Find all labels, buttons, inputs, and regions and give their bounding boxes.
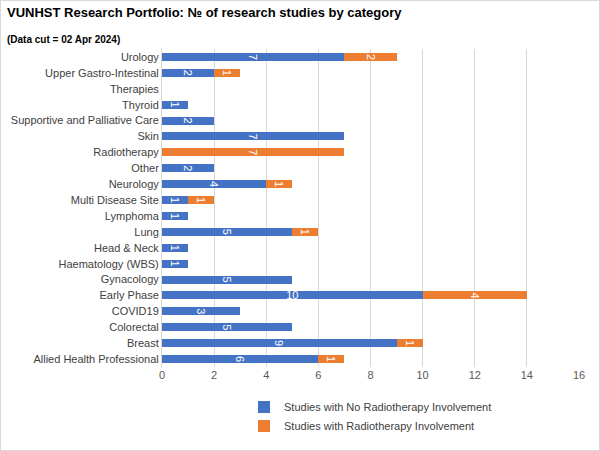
svg-text:7: 7 [247, 54, 259, 60]
svg-text:5: 5 [221, 324, 233, 330]
svg-text:6: 6 [315, 369, 321, 381]
svg-text:10: 10 [286, 289, 298, 301]
svg-text:1: 1 [169, 102, 181, 108]
svg-text:4: 4 [263, 369, 269, 381]
svg-text:2: 2 [182, 117, 194, 123]
svg-text:Studies with Radiotherapy Invo: Studies with Radiotherapy Involvement [284, 420, 474, 432]
svg-text:1: 1 [169, 245, 181, 251]
svg-text:1: 1 [273, 181, 285, 187]
svg-text:1: 1 [195, 197, 207, 203]
svg-text:7: 7 [247, 149, 259, 155]
svg-text:Head & Neck: Head & Neck [94, 242, 159, 254]
svg-text:Thyroid: Thyroid [122, 99, 159, 111]
svg-text:5: 5 [221, 276, 233, 282]
svg-text:14: 14 [521, 369, 533, 381]
svg-text:10: 10 [417, 369, 429, 381]
svg-text:Other: Other [131, 162, 159, 174]
svg-text:Allied Health Professional: Allied Health Professional [33, 353, 158, 365]
svg-text:7: 7 [247, 133, 259, 139]
svg-text:Lung: Lung [134, 226, 158, 238]
svg-text:Breast: Breast [127, 337, 159, 349]
svg-text:Neurology: Neurology [109, 178, 160, 190]
svg-text:(Data cut = 02 Apr 2024): (Data cut = 02 Apr 2024) [7, 34, 120, 45]
svg-text:VUNHST Research Portfolio: № o: VUNHST Research Portfolio: № of research… [7, 5, 402, 20]
svg-text:2: 2 [211, 369, 217, 381]
svg-text:Urology: Urology [121, 51, 159, 63]
svg-text:6: 6 [234, 356, 246, 362]
svg-text:Skin: Skin [137, 130, 158, 142]
svg-text:Haematology (WBS): Haematology (WBS) [59, 258, 159, 270]
svg-text:16: 16 [573, 369, 585, 381]
svg-text:COVID19: COVID19 [112, 305, 159, 317]
svg-text:1: 1 [221, 70, 233, 76]
svg-text:0: 0 [159, 369, 165, 381]
svg-text:12: 12 [469, 369, 481, 381]
svg-text:Radiotherapy: Radiotherapy [93, 146, 159, 158]
svg-text:1: 1 [299, 229, 311, 235]
svg-text:1: 1 [404, 340, 416, 346]
svg-text:1: 1 [169, 261, 181, 267]
svg-text:2: 2 [365, 54, 377, 60]
svg-text:Multi Disease Site: Multi Disease Site [71, 194, 159, 206]
svg-text:Therapies: Therapies [110, 83, 159, 95]
svg-text:Upper Gastro-Intestinal: Upper Gastro-Intestinal [45, 67, 159, 79]
svg-text:Early Phase: Early Phase [99, 289, 158, 301]
svg-text:Lymphoma: Lymphoma [105, 210, 160, 222]
svg-text:5: 5 [221, 229, 233, 235]
svg-text:2: 2 [182, 165, 194, 171]
svg-text:Studies with No Radiotherapy I: Studies with No Radiotherapy Involvement [284, 401, 491, 413]
svg-text:2: 2 [182, 70, 194, 76]
svg-text:Colorectal: Colorectal [109, 321, 159, 333]
svg-text:9: 9 [273, 340, 285, 346]
svg-text:Gynacology: Gynacology [101, 273, 160, 285]
svg-text:1: 1 [169, 213, 181, 219]
svg-text:Supportive and Palliative Care: Supportive and Palliative Care [11, 114, 159, 126]
svg-text:4: 4 [469, 292, 481, 298]
svg-text:1: 1 [325, 356, 337, 362]
svg-text:3: 3 [195, 308, 207, 314]
svg-text:8: 8 [367, 369, 373, 381]
svg-text:4: 4 [208, 181, 220, 187]
svg-text:1: 1 [169, 197, 181, 203]
